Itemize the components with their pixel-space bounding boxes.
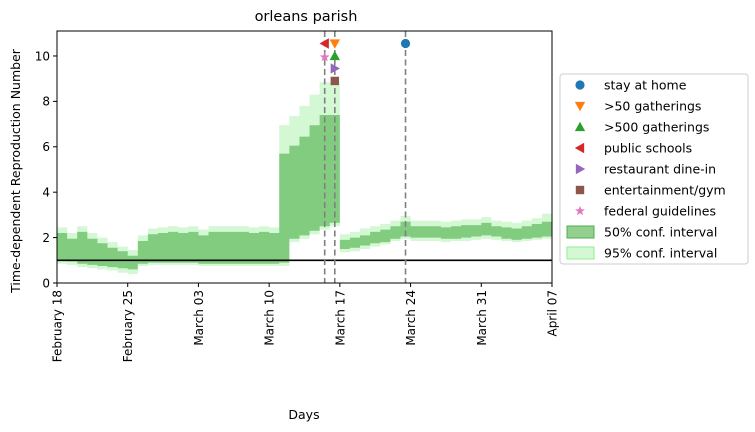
- y-axis-title: Time-dependent Reproduction Number: [8, 48, 23, 294]
- x-tick-label: February 25: [121, 290, 135, 362]
- event-marker-public-schools: [319, 38, 329, 49]
- x-axis: February 18 February 25 March 03 March 10 Ma…: [51, 283, 560, 362]
- y-tick-label: 10: [35, 49, 50, 63]
- y-tick-label: 2: [42, 231, 50, 245]
- legend-swatch-public-schools: [574, 142, 585, 154]
- confidence-bands: [57, 82, 552, 274]
- legend-label-50-conf-interval: 50% conf. interval: [604, 225, 717, 240]
- legend-swatch-stay-at-home: [575, 80, 585, 90]
- legend-swatch-50-conf-interval: [566, 225, 595, 239]
- y-tick-label: 4: [42, 185, 50, 199]
- legend-swatch-50-gatherings: [574, 101, 586, 112]
- x-tick-label: March 03: [192, 290, 206, 346]
- event-marker-stay-at-home: [400, 38, 411, 49]
- legend-label-95-conf-interval: 95% conf. interval: [604, 246, 717, 261]
- plot-frame: [56, 30, 553, 284]
- legend-label-50-gatherings: >50 gatherings: [604, 99, 701, 114]
- legend-label-entertainment-gym: entertainment/gym: [604, 183, 726, 198]
- x-tick-label: February 18: [51, 290, 65, 362]
- y-axis: 0 2 4 6 8 10: [35, 49, 57, 290]
- event-marker-50-gatherings: [329, 39, 341, 49]
- y-tick-label: 6: [42, 140, 50, 154]
- y-tick-label: 8: [42, 95, 50, 109]
- x-tick-label: March 17: [333, 290, 347, 346]
- legend-label-federal-guidelines: federal guidelines: [604, 204, 716, 219]
- legend-frame: [559, 73, 749, 265]
- x-tick-label: March 31: [475, 290, 489, 346]
- legend-swatch-entertainment-gym: [575, 185, 585, 195]
- x-tick-label: March 10: [263, 290, 277, 346]
- event-marker-federal-guidelines: [319, 51, 330, 62]
- x-axis-title: Days: [288, 407, 319, 422]
- y-tick-label: 0: [42, 276, 50, 290]
- legend: stay at home >50 gatherings >500 gathering…: [559, 73, 749, 265]
- chart-title: orleans parish: [255, 9, 358, 25]
- legend-label-public-schools: public schools: [604, 141, 692, 156]
- band-50-conf-interval: [57, 115, 552, 270]
- event-marker-entertainment-gym: [330, 76, 340, 86]
- legend-swatch-federal-guidelines: [575, 205, 585, 216]
- x-tick-label: April 07: [546, 290, 560, 337]
- legend-swatch-95-conf-interval: [566, 246, 595, 260]
- event-markers: [319, 38, 411, 86]
- legend-label-500-gatherings: >500 gatherings: [604, 120, 709, 135]
- event-marker-restaurant-dine-in: [330, 63, 341, 74]
- legend-swatch-restaurant-dine-in: [575, 163, 586, 175]
- x-tick-label: March 24: [404, 290, 418, 346]
- event-vlines: [323, 31, 407, 283]
- legend-swatch-500-gatherings: [574, 121, 586, 132]
- event-marker-500-gatherings: [329, 50, 341, 61]
- legend-label-restaurant-dine-in: restaurant dine-in: [604, 162, 716, 177]
- legend-label-stay-at-home: stay at home: [604, 78, 687, 93]
